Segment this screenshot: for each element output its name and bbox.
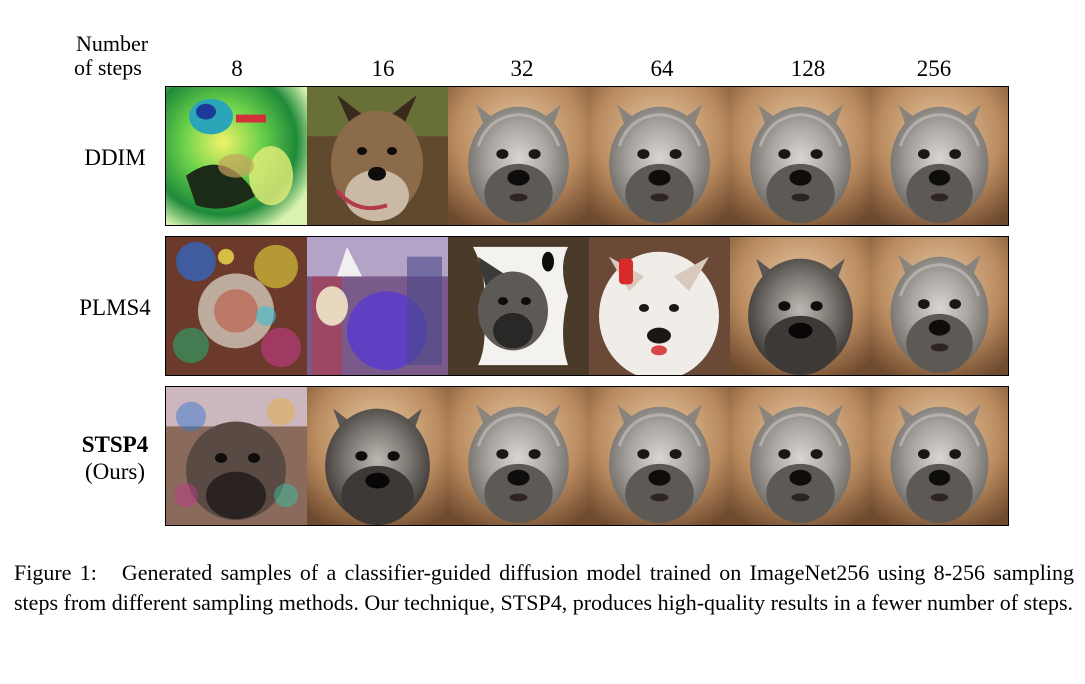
- stsp4-sample-128: [730, 387, 871, 525]
- stsp4-sample-32: [448, 387, 589, 525]
- plms4-sample-16: [307, 237, 448, 375]
- figure-caption-text: Generated samples of a classifier-guided…: [14, 560, 1074, 615]
- stsp4-sample-256: [871, 387, 1008, 525]
- ddim-sample-128: [730, 87, 871, 225]
- stsp4-sample-8: [166, 387, 307, 525]
- step-label-128: 128: [790, 56, 826, 81]
- plms4-sample-32: [448, 237, 589, 375]
- stsp4-sample-64: [589, 387, 730, 525]
- ddim-sample-16: [307, 87, 448, 225]
- plms4-sample-64: [589, 237, 730, 375]
- plms4-sample-128: [730, 237, 871, 375]
- row-label-stsp4-text: STSP4: [81, 432, 149, 457]
- step-label-16: 16: [371, 56, 395, 81]
- step-label-8: 8: [231, 56, 243, 81]
- step-label-32: 32: [510, 56, 534, 81]
- row-label-stsp4: STSP4 (Ours): [40, 431, 190, 485]
- row-label-stsp4-sub: (Ours): [84, 459, 146, 484]
- plms4-sample-8: [166, 237, 307, 375]
- plms4-sample-256: [871, 237, 1008, 375]
- row-label-plms4-text: PLMS4: [79, 295, 151, 320]
- ddim-image-strip: [165, 86, 1009, 226]
- row-label-ddim: DDIM: [40, 144, 190, 171]
- column-header-line2: of steps: [74, 55, 142, 80]
- plms4-image-strip: [165, 236, 1009, 376]
- ddim-sample-32: [448, 87, 589, 225]
- row-label-plms4: PLMS4: [40, 294, 190, 321]
- figure-caption-label: Figure 1:: [14, 560, 97, 585]
- step-label-256: 256: [916, 56, 952, 81]
- ddim-sample-64: [589, 87, 730, 225]
- step-label-64: 64: [650, 56, 674, 81]
- stsp4-image-strip: [165, 386, 1009, 526]
- stsp4-sample-16: [307, 387, 448, 525]
- ddim-sample-256: [871, 87, 1008, 225]
- column-header-line1: Number: [76, 31, 149, 56]
- figure-caption: Figure 1: Generated samples of a classif…: [14, 558, 1074, 618]
- ddim-sample-8: [166, 87, 307, 225]
- row-label-ddim-text: DDIM: [84, 145, 146, 170]
